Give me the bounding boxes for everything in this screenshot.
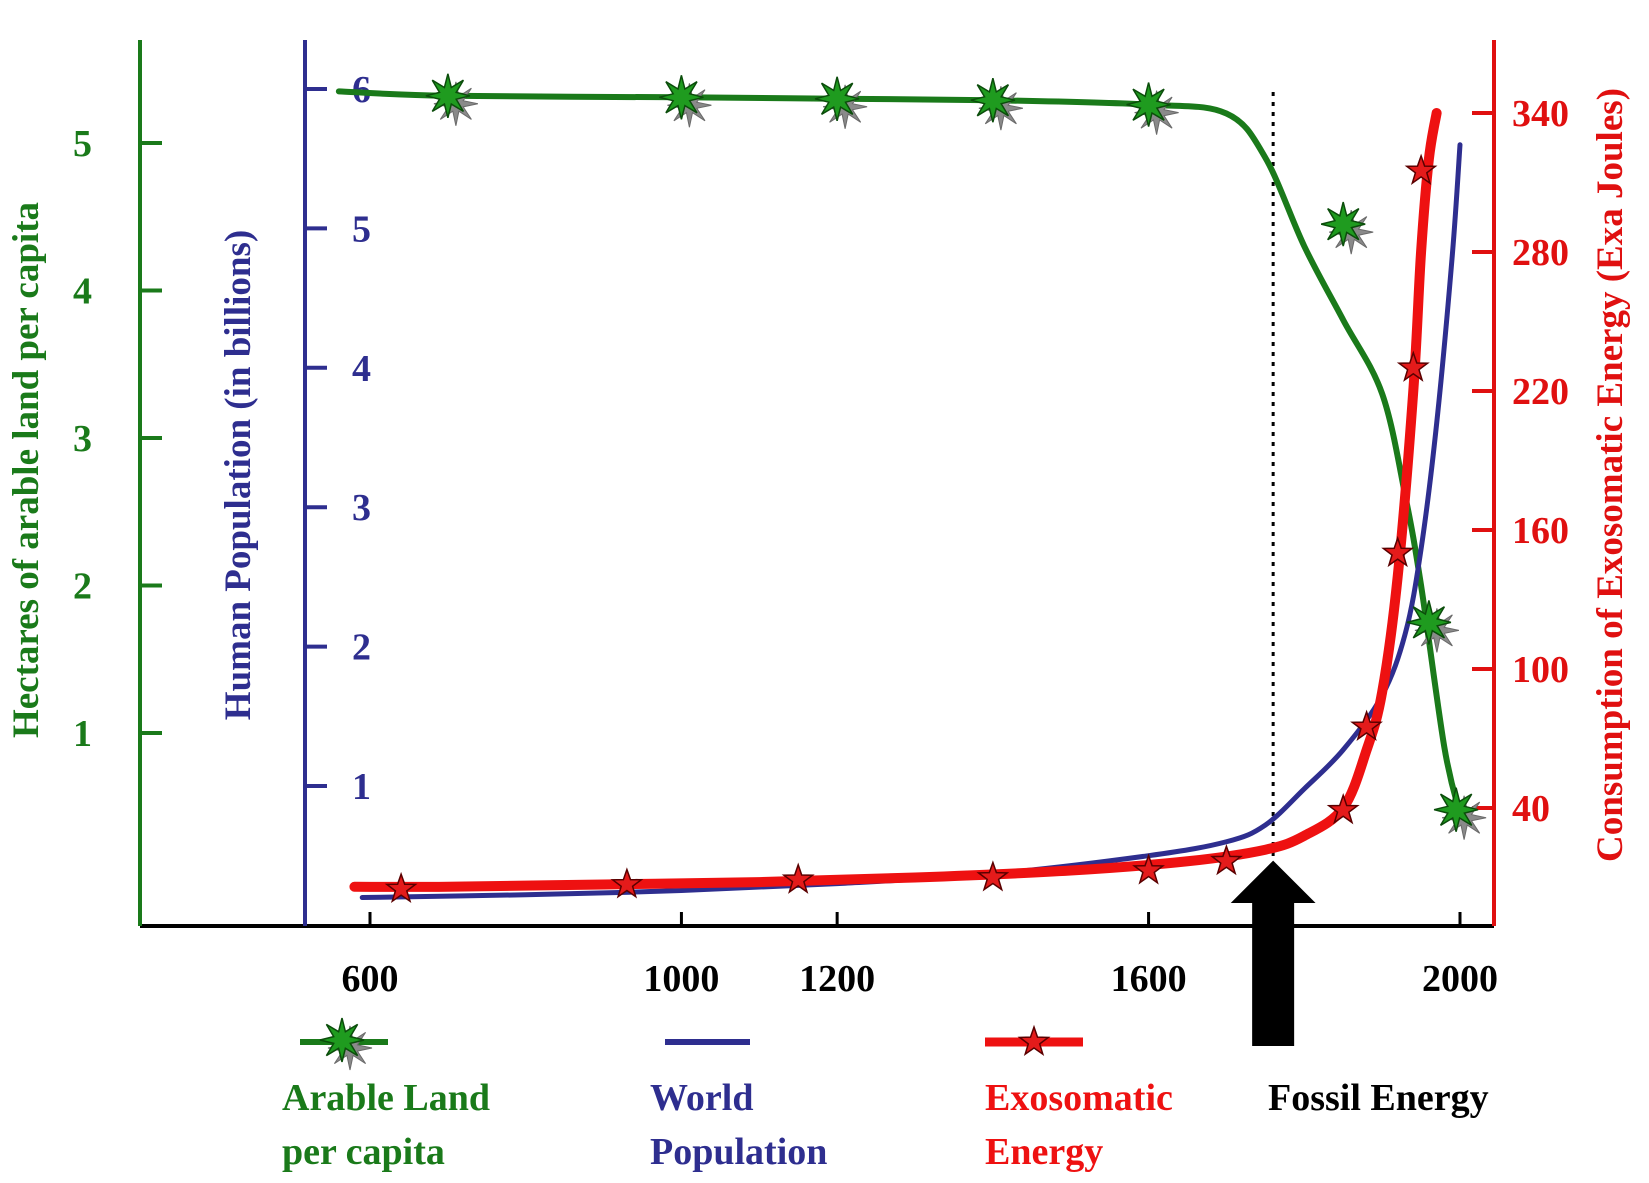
arable-land-marker xyxy=(970,78,1024,131)
marker-burst xyxy=(1126,82,1171,127)
land-tick-label: 2 xyxy=(73,566,92,608)
arable-land-marker xyxy=(1126,82,1179,135)
legend-label-line1: Arable Land xyxy=(282,1077,490,1119)
x-tick-label: 1600 xyxy=(1111,958,1187,1000)
exosomatic-energy-marker xyxy=(1381,535,1415,568)
arable-land-marker xyxy=(1321,201,1374,255)
marker-burst xyxy=(1406,600,1452,645)
energy-tick-label: 40 xyxy=(1512,788,1550,830)
exosomatic-energy-marker xyxy=(1326,792,1360,825)
exosomatic-energy-marker xyxy=(1132,853,1165,885)
energy-tick-label: 340 xyxy=(1512,93,1569,135)
population-tick-label: 3 xyxy=(352,487,371,529)
energy-axis-title: Consumption of Exosomatic Energy (Exa Jo… xyxy=(1590,88,1631,862)
land-tick-label: 1 xyxy=(73,713,92,755)
energy-tick-label: 280 xyxy=(1512,232,1569,274)
population-tick-label: 2 xyxy=(352,627,371,669)
exosomatic-energy-marker xyxy=(1404,153,1438,185)
exosomatic-energy-marker xyxy=(1350,709,1383,741)
legend-marker-exosomatic-energy xyxy=(1017,1024,1051,1056)
x-tick-label: 1200 xyxy=(799,958,875,1000)
energy-tick-label: 160 xyxy=(1512,510,1569,552)
marker-burst xyxy=(659,75,704,120)
marker-burst xyxy=(814,76,860,121)
legend-label-line1: Exosomatic xyxy=(985,1077,1173,1119)
world-population-line xyxy=(359,142,1463,901)
arable-land-marker xyxy=(425,73,479,126)
marker-burst xyxy=(1433,787,1479,832)
exosomatic-energy-marker xyxy=(976,860,1010,892)
legend-label-line2: Population xyxy=(650,1131,827,1173)
legend-label-line1: World xyxy=(650,1077,753,1119)
exosomatic-energy-marker xyxy=(610,867,644,899)
arable-land-marker xyxy=(1433,787,1487,840)
legend-layer: Arable Land per capita World Population Exos… xyxy=(282,1017,1489,1173)
marker-burst xyxy=(970,78,1016,123)
population-tick-label: 1 xyxy=(352,766,371,808)
population-axis-title: Human Population (in billions) xyxy=(218,230,259,720)
exosomatic-energy-marker xyxy=(1396,350,1430,382)
marker-burst xyxy=(319,1017,365,1063)
arable-land-marker xyxy=(814,76,868,129)
legend-label-line1: Fossil Energy xyxy=(1268,1077,1489,1119)
marker-burst xyxy=(1321,201,1366,247)
population-tick-label: 5 xyxy=(352,208,371,250)
x-tick-label: 600 xyxy=(342,958,399,1000)
exosomatic-energy-marker xyxy=(781,862,815,894)
exosomatic-energy-marker xyxy=(384,871,418,904)
exosomatic-energy-marker xyxy=(1210,844,1243,876)
legend-label-line2: Energy xyxy=(985,1131,1103,1173)
land-tick-label: 5 xyxy=(73,123,92,165)
axes-layer: 600 1000 1200 1600 2000123451234564010016022… xyxy=(6,40,1631,1000)
fossil-energy-arrow xyxy=(1230,860,1316,1046)
x-tick-label: 1000 xyxy=(643,958,719,1000)
land-tick-label: 3 xyxy=(73,418,92,460)
arable-land-marker xyxy=(1406,600,1460,653)
legend-marker-arable-land xyxy=(319,1017,373,1071)
land-axis-title: Hectares of arable land per capita xyxy=(6,202,47,738)
marker-burst xyxy=(425,73,471,118)
arable-land-marker xyxy=(659,75,712,128)
legend-label-line2: per capita xyxy=(282,1131,445,1173)
marker-layer xyxy=(384,73,1487,1046)
energy-tick-label: 220 xyxy=(1512,371,1569,413)
energy-tick-label: 100 xyxy=(1512,649,1569,691)
series-layer xyxy=(335,88,1463,901)
land-tick-label: 4 xyxy=(73,271,92,313)
population-tick-label: 4 xyxy=(352,348,371,390)
exosomatic-energy-line xyxy=(349,108,1442,892)
x-tick-label: 2000 xyxy=(1422,958,1498,1000)
arable-land-line xyxy=(335,88,1463,818)
